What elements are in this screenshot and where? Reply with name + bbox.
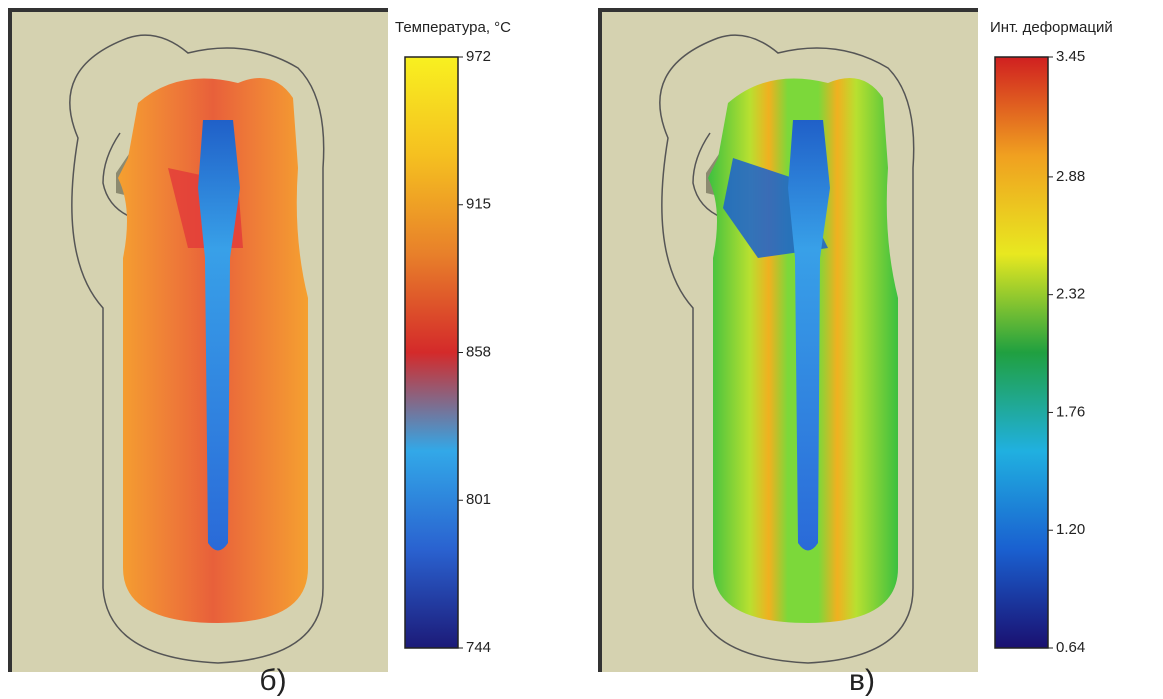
figure: Температура, °C 744 801 858 915 972 б) Инт. деф… [0, 0, 1163, 699]
colorbar [405, 57, 458, 648]
tick-label: 1.76 [1056, 403, 1085, 420]
tick-label: 2.88 [1056, 168, 1085, 185]
tick-label: 858 [466, 343, 491, 360]
colorbar [995, 57, 1048, 648]
tick-label: 801 [466, 491, 491, 508]
temperature-panel [8, 8, 388, 672]
tick-label: 2.32 [1056, 286, 1085, 303]
tick-label: 915 [466, 196, 491, 213]
strain-panel [598, 8, 978, 672]
tick-label: 744 [466, 639, 491, 656]
panel-label: в) [849, 664, 875, 697]
colorbar-title: Температура, °C [395, 19, 511, 36]
tick-label: 1.20 [1056, 521, 1085, 538]
panel-label: б) [259, 664, 286, 697]
tick-label: 3.45 [1056, 48, 1085, 65]
tick-label: 972 [466, 48, 491, 65]
colorbar-title: Инт. деформаций [990, 19, 1113, 36]
tick-label: 0.64 [1056, 639, 1085, 656]
